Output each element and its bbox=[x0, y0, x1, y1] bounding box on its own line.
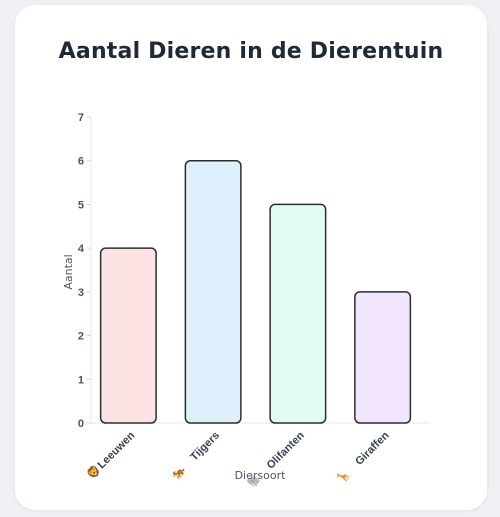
bar-tijgers bbox=[184, 159, 242, 424]
y-tick-label: 3 bbox=[78, 287, 84, 299]
x-tick-label: Giraffen bbox=[353, 429, 392, 468]
x-tick-group: Giraffen🦒 bbox=[334, 429, 392, 486]
giraffe-icon: 🦒 bbox=[334, 467, 353, 486]
chart-title: Aantal Dieren in de Dierentuin bbox=[58, 39, 444, 64]
y-tick-label: 4 bbox=[78, 243, 85, 255]
y-tick-labels: 0 1 2 3 4 5 6 7 bbox=[78, 112, 91, 430]
y-tick-label: 6 bbox=[78, 156, 84, 168]
x-axis-title: Diersoort bbox=[235, 469, 287, 482]
bar-leeuwen bbox=[99, 247, 157, 424]
x-tick-group: Leeuwen🦁 bbox=[84, 429, 138, 481]
y-tick-label: 1 bbox=[78, 374, 84, 386]
tiger-icon: 🐅 bbox=[169, 463, 188, 482]
bar-olifanten bbox=[269, 203, 327, 424]
y-tick-label: 5 bbox=[78, 199, 84, 211]
x-tick-group: Tijgers🐅 bbox=[169, 429, 222, 482]
bar-giraffen bbox=[354, 291, 412, 424]
x-tick-label: Tijgers bbox=[188, 429, 222, 463]
y-tick-label: 0 bbox=[78, 418, 84, 430]
y-tick-label: 2 bbox=[78, 331, 84, 343]
x-tick-label: Leeuwen bbox=[96, 429, 138, 471]
chart-card: Aantal Dieren in de Dierentuin bbox=[15, 5, 487, 510]
y-tick-label: 7 bbox=[78, 112, 84, 124]
y-axis-title: Aantal bbox=[62, 254, 75, 289]
chart-bars bbox=[99, 159, 412, 424]
x-tick-label: Olifanten bbox=[265, 429, 307, 471]
